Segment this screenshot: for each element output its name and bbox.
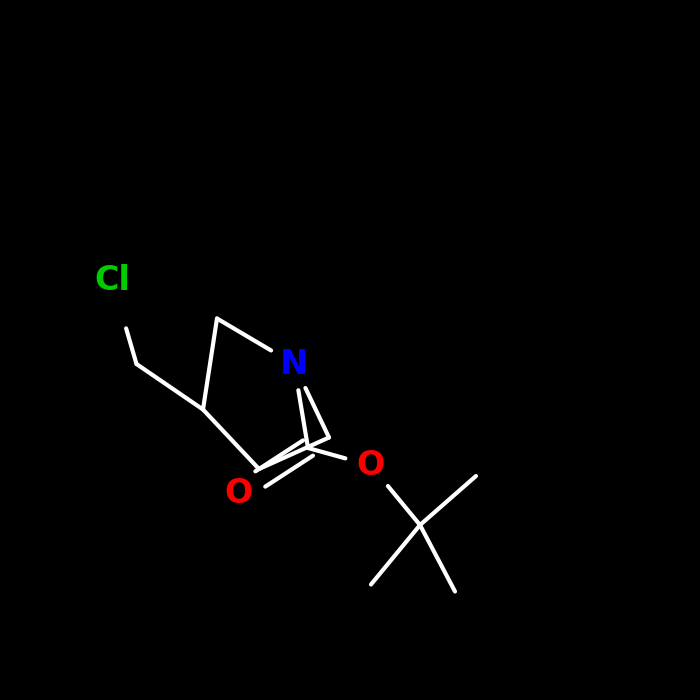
- Text: Cl: Cl: [94, 263, 130, 297]
- Text: N: N: [280, 347, 308, 381]
- Text: O: O: [357, 449, 385, 482]
- Text: O: O: [224, 477, 252, 510]
